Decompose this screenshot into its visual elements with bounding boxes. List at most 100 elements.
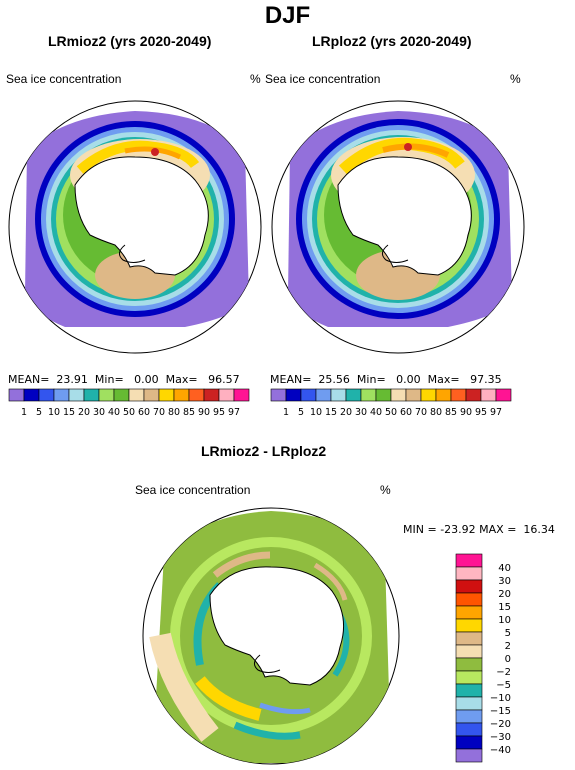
colorbar-left-swatch xyxy=(8,388,25,402)
colorbar-left-tick-label: 90 xyxy=(198,407,210,418)
colorbar-left: 1 5 10 15 20 30 40 50 60 70 80 85 90 95 97 xyxy=(8,388,250,418)
colorbar-left-tick-label: 60 xyxy=(138,407,150,418)
colorbar-right-swatch xyxy=(420,388,437,402)
colorbar-difference-tick-label: −5 xyxy=(496,680,511,691)
colorbar-difference-tick-label: 0 xyxy=(505,654,511,665)
colorbar-right-tick-label: 20 xyxy=(340,407,352,418)
colorbar-right-swatch xyxy=(270,388,287,402)
colorbar-left-tick-label: 80 xyxy=(168,407,180,418)
colorbar-difference-swatch xyxy=(455,683,483,698)
colorbar-right-tick-label: 15 xyxy=(325,407,337,418)
diff-variable-label: Sea ice concentration xyxy=(135,483,251,497)
colorbar-difference-swatch xyxy=(455,605,483,620)
colorbar-left-tick-label: 5 xyxy=(36,407,42,418)
min-value-left: 0.00 xyxy=(134,373,159,386)
variable-label-left: Sea ice concentration xyxy=(6,72,122,86)
colorbar-right-tick-label: 5 xyxy=(298,407,304,418)
colorbar-left-tick-label: 30 xyxy=(93,407,105,418)
colorbar-right-swatch xyxy=(390,388,407,402)
min-value-right: 0.00 xyxy=(396,373,421,386)
colorbar-difference-tick-label: 15 xyxy=(498,602,511,613)
colorbar-difference-swatch xyxy=(455,657,483,672)
colorbar-difference-swatch xyxy=(455,722,483,737)
colorbar-right-swatch xyxy=(435,388,452,402)
colorbar-left-swatch xyxy=(23,388,40,402)
stats-left: MEAN= 23.91 Min= 0.00 Max= 96.57 xyxy=(8,373,240,386)
colorbar-left-swatch xyxy=(128,388,145,402)
diff-title: LRmioz2 - LRploz2 xyxy=(201,443,327,459)
units-label-left: % xyxy=(250,72,261,86)
diff-max-value: 16.34 xyxy=(523,523,555,536)
colorbar-right-swatch xyxy=(480,388,497,402)
colorbar-left-swatch xyxy=(98,388,115,402)
colorbar-left-tick-label: 15 xyxy=(63,407,75,418)
colorbar-left-swatch xyxy=(38,388,55,402)
colorbar-difference-tick-label: 30 xyxy=(498,576,511,587)
diff-min-value: -23.92 xyxy=(440,523,476,536)
colorbar-difference-tick-label: 5 xyxy=(505,628,511,639)
colorbar-left-swatch xyxy=(83,388,100,402)
colorbar-right-swatch xyxy=(315,388,332,402)
diff-min-max: MIN = -23.92 MAX = 16.34 xyxy=(403,523,555,536)
max-value-right: 97.35 xyxy=(470,373,502,386)
sea-ice-map-right xyxy=(271,100,525,354)
colorbar-left-swatch xyxy=(53,388,70,402)
colorbar-right: 1 5 10 15 20 30 40 50 60 70 80 85 90 95 97 xyxy=(270,388,512,418)
colorbar-left-tick-label: 1 xyxy=(21,407,27,418)
colorbar-difference-tick-label: −10 xyxy=(490,693,511,704)
colorbar-difference-tick-label: 10 xyxy=(498,615,511,626)
colorbar-right-tick-label: 1 xyxy=(283,407,289,418)
colorbar-left-tick-label: 10 xyxy=(48,407,60,418)
colorbar-left-swatch xyxy=(113,388,130,402)
colorbar-right-tick-label: 97 xyxy=(490,407,502,418)
colorbar-difference-tick-label: −30 xyxy=(490,732,511,743)
colorbar-left-swatch xyxy=(143,388,160,402)
colorbar-right-swatch xyxy=(495,388,512,402)
colorbar-right-tick-label: 30 xyxy=(355,407,367,418)
colorbar-difference-swatch xyxy=(455,592,483,607)
colorbar-right-swatch xyxy=(300,388,317,402)
colorbar-right-tick-label: 70 xyxy=(415,407,427,418)
colorbar-left-tick-label: 95 xyxy=(213,407,225,418)
colorbar-right-swatch xyxy=(450,388,467,402)
colorbar-right-tick-label: 85 xyxy=(445,407,457,418)
colorbar-difference-swatch xyxy=(455,696,483,711)
colorbar-difference-swatch xyxy=(455,748,483,763)
colorbar-right-tick-label: 60 xyxy=(400,407,412,418)
colorbar-difference-tick-label: 20 xyxy=(498,589,511,600)
colorbar-difference-swatch xyxy=(455,644,483,659)
colorbar-right-tick-label: 90 xyxy=(460,407,472,418)
diff-units-label: % xyxy=(380,483,391,497)
colorbar-left-swatch xyxy=(188,388,205,402)
mean-value-left: 23.91 xyxy=(56,373,88,386)
panel-title-right: LRploz2 (yrs 2020-2049) xyxy=(312,33,472,49)
colorbar-left-swatch xyxy=(158,388,175,402)
colorbar-right-swatch xyxy=(330,388,347,402)
colorbar-difference-tick-label: −15 xyxy=(490,706,511,717)
colorbar-left-tick-label: 97 xyxy=(228,407,240,418)
colorbar-left-tick-label: 70 xyxy=(153,407,165,418)
stats-right: MEAN= 25.56 Min= 0.00 Max= 97.35 xyxy=(270,373,502,386)
colorbar-left-swatch xyxy=(173,388,190,402)
colorbar-right-swatch xyxy=(465,388,482,402)
colorbar-difference-swatch xyxy=(455,631,483,646)
colorbar-left-swatch xyxy=(68,388,85,402)
colorbar-left-tick-label: 50 xyxy=(123,407,135,418)
colorbar-right-tick-label: 10 xyxy=(310,407,322,418)
colorbar-difference-swatch xyxy=(455,553,483,568)
colorbar-difference-tick-label: 2 xyxy=(505,641,511,652)
colorbar-left-swatch xyxy=(233,388,250,402)
colorbar-left-swatch xyxy=(203,388,220,402)
colorbar-difference-tick-label: −40 xyxy=(490,745,511,756)
colorbar-right-swatch xyxy=(375,388,392,402)
colorbar-difference-swatch xyxy=(455,735,483,750)
colorbar-left-swatch xyxy=(218,388,235,402)
panel-title-left: LRmioz2 (yrs 2020-2049) xyxy=(48,33,212,49)
mean-value-right: 25.56 xyxy=(318,373,350,386)
sea-ice-map-left xyxy=(8,100,262,354)
colorbar-right-tick-label: 80 xyxy=(430,407,442,418)
colorbar-right-swatch xyxy=(405,388,422,402)
colorbar-left-tick-label: 85 xyxy=(183,407,195,418)
colorbar-right-tick-label: 50 xyxy=(385,407,397,418)
